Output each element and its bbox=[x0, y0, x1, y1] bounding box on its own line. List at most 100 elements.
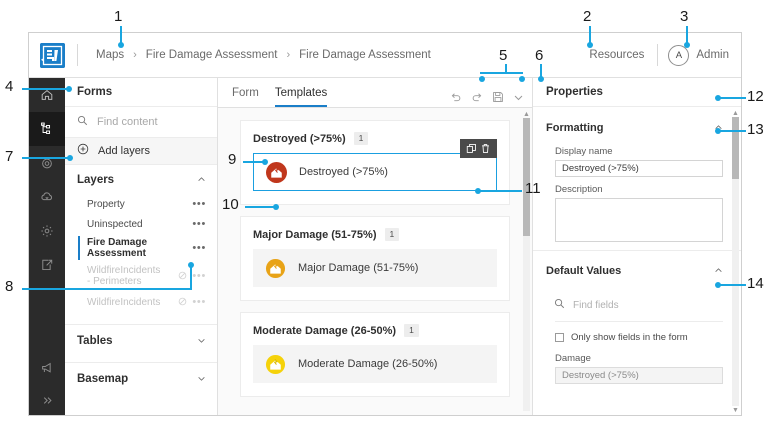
rail-item-cloud-download[interactable] bbox=[29, 180, 65, 214]
breadcrumb-item-maps[interactable]: Maps bbox=[96, 49, 125, 61]
default-values-section-header[interactable]: Default Values bbox=[533, 251, 741, 289]
damaged-house-symbol-icon bbox=[266, 161, 287, 183]
scrollbar-track[interactable] bbox=[523, 118, 530, 411]
chevron-down-icon[interactable] bbox=[197, 370, 206, 388]
template-group-header: Destroyed (>75%) 1 bbox=[253, 132, 497, 145]
trash-icon[interactable] bbox=[480, 143, 491, 154]
plus-circle-icon bbox=[77, 142, 89, 160]
chevron-up-icon[interactable] bbox=[714, 262, 723, 280]
layer-item-wildfireincidents[interactable]: WildfireIncidents ••• bbox=[65, 290, 217, 314]
template-group-count: 1 bbox=[384, 228, 400, 241]
callout-leader-4 bbox=[22, 88, 68, 90]
ellipsis-icon[interactable]: ••• bbox=[192, 218, 206, 230]
callout-dot-5b bbox=[519, 76, 525, 82]
find-fields-search[interactable]: Find fields bbox=[533, 289, 741, 321]
template-group-destroyed: Destroyed (>75%) 1 Destroyed (>75%) bbox=[240, 120, 510, 205]
rail-item-home[interactable] bbox=[29, 78, 65, 112]
chevron-up-icon[interactable] bbox=[197, 171, 206, 189]
divider bbox=[555, 321, 723, 322]
callout-dot-9 bbox=[262, 159, 268, 165]
center-scrollbar[interactable]: ▲ bbox=[523, 111, 530, 411]
rail-item-expand[interactable] bbox=[29, 385, 65, 415]
account-label[interactable]: Admin bbox=[696, 49, 729, 61]
template-card-label: Destroyed (>75%) bbox=[299, 166, 388, 178]
template-group-header: Major Damage (51-75%) 1 bbox=[253, 228, 497, 241]
duplicate-icon[interactable] bbox=[466, 143, 477, 154]
basemap-section-title: Basemap bbox=[77, 372, 129, 385]
only-show-fields-checkbox[interactable] bbox=[555, 333, 564, 342]
ellipsis-icon[interactable]: ••• bbox=[192, 270, 206, 282]
layer-name: WildfireIncidents bbox=[87, 296, 161, 308]
ellipsis-icon[interactable]: ••• bbox=[192, 198, 206, 210]
tab-form[interactable]: Form bbox=[232, 87, 259, 99]
damage-field-label: Damage bbox=[555, 353, 591, 364]
tables-section-header[interactable]: Tables bbox=[65, 325, 217, 356]
callout-dot-14 bbox=[715, 282, 721, 288]
breadcrumb: Maps › Fire Damage Assessment › Fire Dam… bbox=[96, 49, 589, 61]
layer-item-property[interactable]: Property ••• bbox=[65, 194, 217, 214]
callout-number-4: 4 bbox=[5, 78, 14, 95]
only-show-fields-checkbox-row[interactable]: Only show fields in the form bbox=[533, 322, 741, 353]
scroll-up-arrow-icon[interactable]: ▲ bbox=[523, 111, 530, 118]
description-textarea[interactable] bbox=[555, 198, 723, 242]
callout-leader-8a bbox=[22, 288, 192, 290]
callout-number-13: 13 bbox=[747, 121, 764, 138]
callout-leader-8b bbox=[190, 266, 192, 290]
tab-templates[interactable]: Templates bbox=[274, 87, 328, 107]
template-card-major-damage[interactable]: Major Damage (51-75%) bbox=[253, 249, 497, 287]
editor-tabs: Form Templates bbox=[218, 78, 532, 108]
save-icon[interactable] bbox=[492, 91, 504, 103]
layer-name: WildfireIncidents - Perimeters bbox=[87, 265, 161, 287]
rail-item-export-share[interactable] bbox=[29, 248, 65, 282]
breadcrumb-item-fire-damage-assessment-1[interactable]: Fire Damage Assessment bbox=[145, 49, 278, 61]
rail-item-layers-hierarchy[interactable] bbox=[29, 112, 65, 146]
search-icon bbox=[77, 113, 88, 131]
chevron-right-icon: › bbox=[133, 49, 137, 61]
layer-name: Uninspected bbox=[87, 218, 143, 230]
undo-icon[interactable] bbox=[450, 91, 462, 103]
breadcrumb-item-fire-damage-assessment-2: Fire Damage Assessment bbox=[299, 49, 431, 61]
find-fields-placeholder: Find fields bbox=[573, 299, 619, 311]
scroll-down-arrow-icon[interactable]: ▼ bbox=[732, 407, 739, 414]
formatting-section-header[interactable]: Formatting bbox=[533, 108, 741, 146]
arcgis-logo-icon[interactable] bbox=[40, 42, 65, 68]
properties-panel-body: Formatting Display name Destroyed (>75%)… bbox=[533, 108, 741, 415]
application-window: Maps › Fire Damage Assessment › Fire Dam… bbox=[28, 32, 742, 416]
scrollbar-track[interactable] bbox=[732, 117, 739, 406]
layer-item-uninspected[interactable]: Uninspected ••• bbox=[65, 214, 217, 234]
ellipsis-icon[interactable]: ••• bbox=[192, 296, 206, 308]
layer-item-fire-damage-assessment[interactable]: Fire Damage Assessment ••• bbox=[65, 234, 217, 262]
rail-item-target-record[interactable] bbox=[29, 146, 65, 180]
avatar[interactable]: A bbox=[668, 44, 690, 66]
template-card-moderate-damage[interactable]: Moderate Damage (26-50%) bbox=[253, 345, 497, 383]
template-card-destroyed[interactable]: Destroyed (>75%) bbox=[253, 139, 497, 191]
layers-section-title: Layers bbox=[77, 173, 115, 186]
add-layers-button[interactable]: Add layers bbox=[65, 138, 217, 165]
callout-leader-13 bbox=[718, 130, 746, 132]
display-name-input[interactable]: Destroyed (>75%) bbox=[555, 160, 723, 177]
damage-field-input[interactable]: Destroyed (>75%) bbox=[555, 367, 723, 384]
display-name-label: Display name bbox=[555, 146, 613, 157]
callout-leader-11 bbox=[478, 190, 522, 192]
callout-number-7: 7 bbox=[5, 148, 14, 165]
scrollbar-thumb[interactable] bbox=[732, 117, 739, 179]
chevron-down-icon[interactable] bbox=[513, 92, 524, 103]
resources-link[interactable]: Resources bbox=[589, 49, 645, 61]
layer-item-wildfireincidents-perimeters[interactable]: WildfireIncidents - Perimeters ••• bbox=[65, 262, 217, 290]
ellipsis-icon[interactable]: ••• bbox=[192, 242, 206, 254]
divider bbox=[533, 250, 741, 251]
rail-item-settings[interactable] bbox=[29, 214, 65, 248]
chevron-up-icon[interactable] bbox=[714, 119, 723, 137]
scrollbar-thumb[interactable] bbox=[523, 118, 530, 236]
chevron-down-icon[interactable] bbox=[197, 332, 206, 350]
description-label: Description bbox=[555, 184, 603, 195]
scroll-up-arrow-icon[interactable]: ▲ bbox=[732, 110, 739, 117]
callout-number-9: 9 bbox=[228, 151, 237, 168]
formatting-section-title: Formatting bbox=[546, 122, 604, 134]
rail-item-announcements[interactable] bbox=[29, 351, 65, 385]
properties-scrollbar[interactable]: ▲ ▼ bbox=[732, 110, 739, 414]
layers-section-header[interactable]: Layers bbox=[65, 165, 217, 194]
find-content-search[interactable]: Find content bbox=[65, 107, 217, 138]
basemap-section-header[interactable]: Basemap bbox=[65, 363, 217, 394]
redo-icon[interactable] bbox=[471, 91, 483, 103]
